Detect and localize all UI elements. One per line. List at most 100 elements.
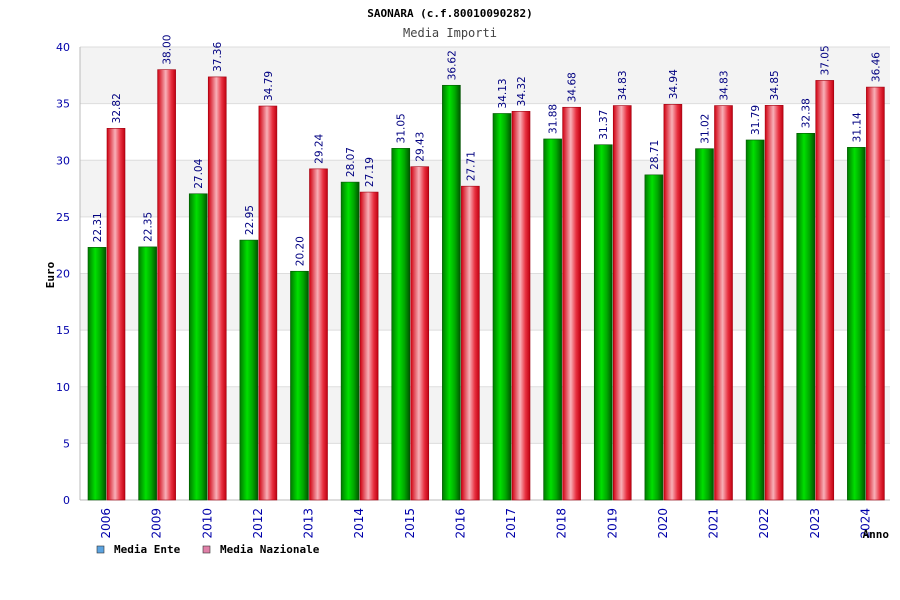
x-tick-label: 2023	[808, 508, 822, 539]
bar-media-nazionale-2015	[410, 166, 430, 501]
bar-media-ente-2016	[442, 84, 461, 501]
bar-media-nazionale-2019	[612, 105, 632, 501]
data-label: 27.04	[193, 158, 205, 188]
data-label: 36.46	[870, 52, 882, 82]
data-label: 34.79	[263, 71, 275, 101]
bar-media-ente-2020	[644, 174, 664, 501]
data-label: 22.31	[92, 212, 104, 242]
y-tick-label: 20	[56, 268, 70, 281]
bar-media-nazionale-2009	[157, 69, 176, 501]
data-label: 34.83	[617, 70, 629, 100]
bar-media-nazionale-2017	[511, 111, 531, 501]
data-label: 28.07	[345, 147, 357, 177]
y-tick-label: 40	[56, 41, 70, 54]
y-tick-label: 5	[63, 437, 70, 450]
chart-subtitle: Media Importi	[403, 26, 497, 40]
bar-media-nazionale-2024	[866, 86, 885, 501]
bars	[87, 69, 885, 501]
bar-media-ente-2015	[391, 148, 411, 501]
bar-media-nazionale-2020	[663, 104, 683, 501]
bar-media-nazionale-2012	[258, 105, 278, 501]
bar-media-ente-2017	[492, 113, 512, 501]
x-tick-label: 2012	[251, 508, 265, 539]
bar-media-nazionale-2023	[815, 80, 835, 501]
data-label: 32.82	[111, 93, 123, 123]
data-label: 27.19	[364, 157, 376, 187]
x-tick-label: 2009	[150, 508, 164, 539]
data-label: 31.88	[548, 104, 560, 134]
x-tick-label: 2020	[656, 508, 670, 539]
data-label: 31.05	[396, 113, 408, 143]
data-label: 34.13	[497, 78, 509, 108]
data-label: 37.36	[212, 42, 224, 72]
bar-media-ente-2023	[796, 132, 816, 501]
x-axis-ticks: 2006 2009 2010 2012 2013 2014 2015 2016 2017 2018…	[99, 508, 872, 539]
bar-media-ente-2021	[695, 148, 714, 501]
y-tick-label: 30	[56, 154, 70, 167]
bar-media-nazionale-2018	[562, 106, 581, 501]
bar-media-ente-2010	[188, 193, 208, 501]
data-label: 28.71	[649, 140, 661, 170]
data-label: 34.83	[719, 70, 731, 100]
bar-media-ente-2009	[138, 246, 157, 501]
legend-swatch-media-ente	[96, 545, 105, 554]
bar-media-ente-2019	[593, 144, 613, 501]
data-label: 31.02	[700, 114, 712, 144]
y-tick-label: 15	[56, 324, 70, 337]
bar-media-nazionale-2013	[309, 168, 328, 501]
data-label: 29.24	[314, 133, 326, 163]
y-tick-label: 25	[56, 211, 70, 224]
bar-media-ente-2006	[87, 247, 107, 501]
bar-media-nazionale-2016	[461, 185, 480, 501]
x-tick-label: 2006	[99, 508, 113, 539]
bar-media-ente-2014	[340, 181, 360, 501]
data-label: 38.00	[162, 35, 174, 65]
bar-media-nazionale-2021	[714, 105, 733, 501]
data-label: 27.71	[465, 151, 477, 181]
data-label: 34.32	[516, 76, 528, 106]
x-tick-label: 2021	[707, 508, 721, 539]
x-tick-label: 2024	[858, 508, 872, 539]
data-label: 31.79	[750, 105, 762, 135]
data-label: 34.68	[567, 72, 579, 102]
x-tick-label: 2022	[757, 508, 771, 539]
data-label: 29.43	[415, 132, 427, 162]
data-label: 20.20	[295, 236, 307, 266]
bar-media-ente-2013	[290, 270, 309, 501]
chart-title: SAONARA (c.f.80010090282)	[367, 7, 533, 20]
y-axis-label: Euro	[44, 261, 57, 288]
x-tick-label: 2013	[302, 508, 316, 539]
data-label: 22.35	[143, 212, 155, 242]
data-label: 34.85	[769, 70, 781, 100]
x-tick-label: 2018	[555, 508, 569, 539]
y-tick-label: 0	[63, 494, 70, 507]
data-label: 32.38	[801, 98, 813, 128]
y-tick-label: 10	[56, 381, 70, 394]
x-tick-label: 2015	[403, 508, 417, 539]
legend: Media Ente Media Nazionale	[96, 543, 320, 556]
data-label: 36.62	[446, 50, 458, 80]
data-labels: 22.31 32.82 22.35 38.00 27.04 37.36 22.95 34.79…	[92, 35, 882, 267]
data-label: 34.94	[668, 69, 680, 99]
data-label: 37.05	[820, 45, 832, 75]
y-tick-label: 35	[56, 98, 70, 111]
x-tick-label: 2014	[352, 508, 366, 539]
data-label: 22.95	[244, 205, 256, 235]
bar-media-nazionale-2022	[764, 105, 784, 501]
data-label: 31.37	[598, 110, 610, 140]
legend-label-media-nazionale: Media Nazionale	[220, 543, 320, 556]
x-tick-label: 2010	[200, 508, 214, 539]
bar-media-ente-2024	[847, 147, 866, 501]
legend-label-media-ente: Media Ente	[114, 543, 181, 556]
bar-media-nazionale-2010	[207, 76, 227, 501]
bar-media-nazionale-2006	[106, 128, 126, 501]
x-axis-label: Anno	[863, 528, 890, 541]
legend-swatch-media-nazionale	[202, 545, 211, 554]
y-axis-ticks: 0 5 10 15 20 25 30 35 40	[56, 41, 70, 507]
x-tick-label: 2016	[453, 508, 467, 539]
bar-media-ente-2022	[745, 139, 765, 501]
x-tick-label: 2019	[605, 508, 619, 539]
bar-media-ente-2012	[239, 239, 259, 501]
data-label: 31.14	[851, 112, 863, 142]
